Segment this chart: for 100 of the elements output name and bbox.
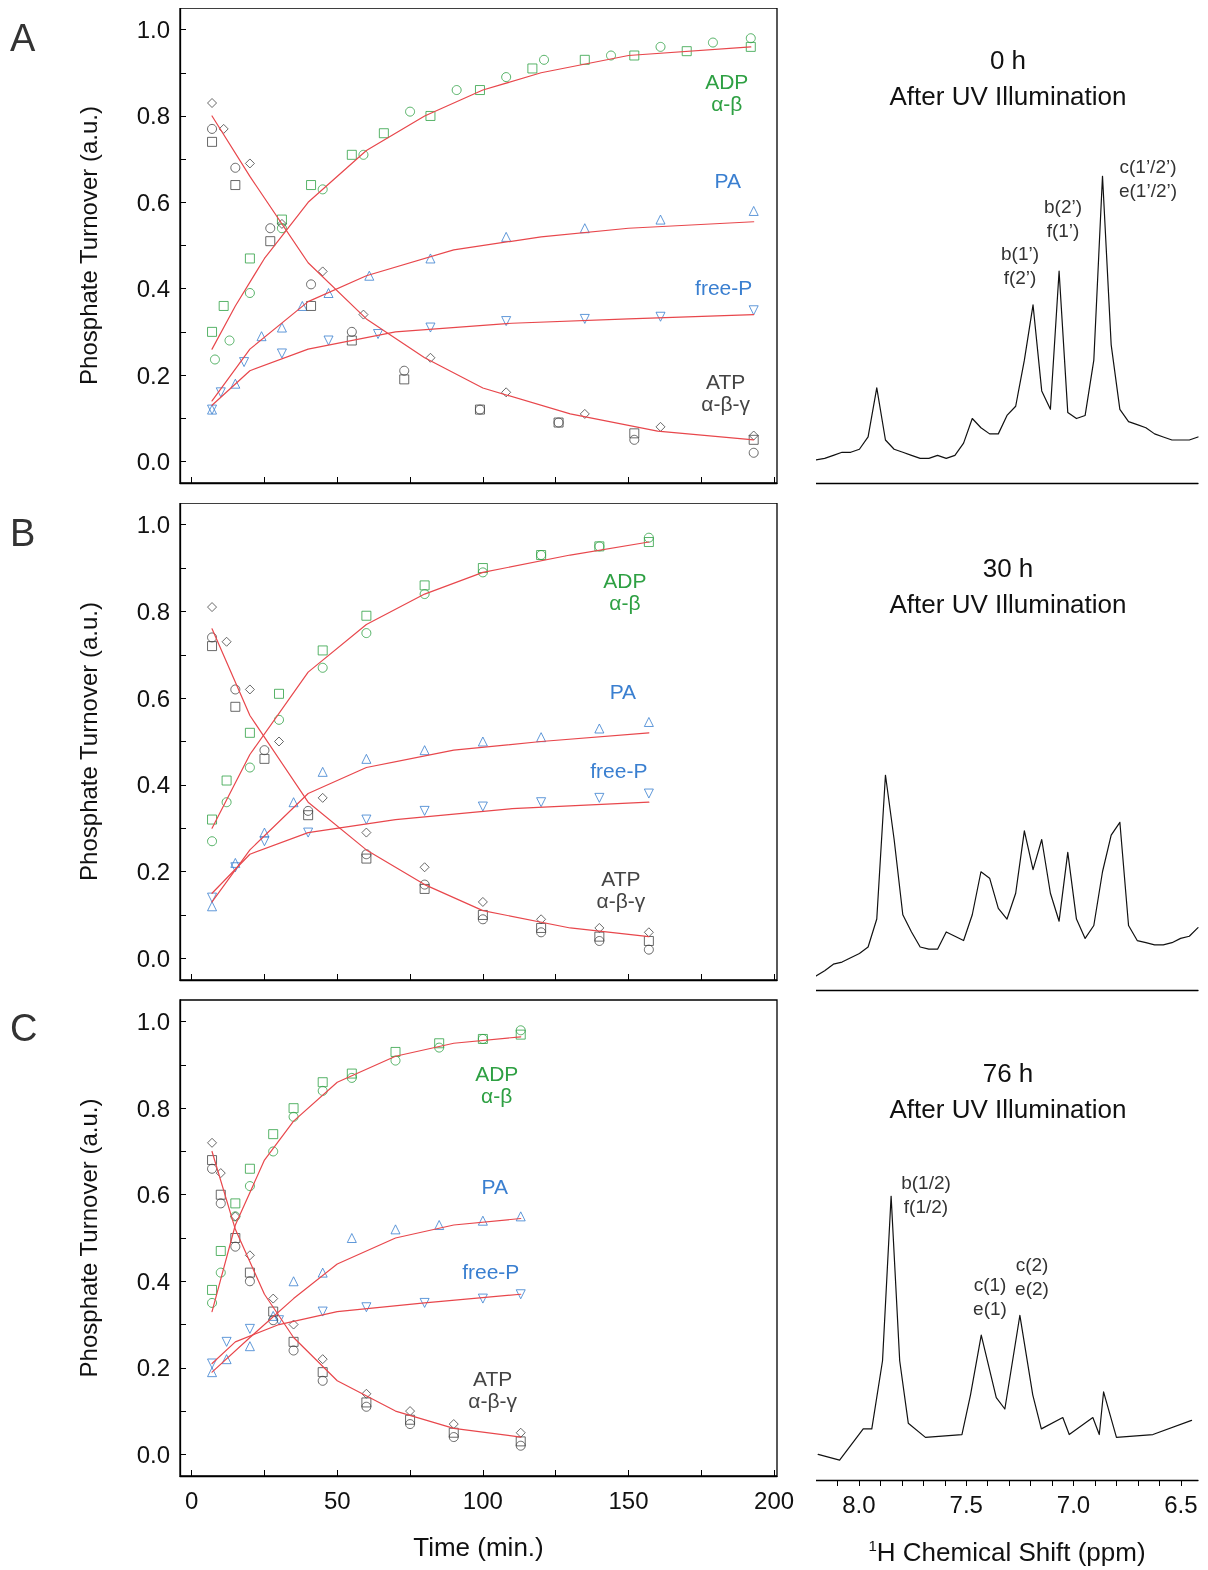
point <box>230 162 241 173</box>
point <box>358 149 369 160</box>
point <box>317 1375 328 1386</box>
point <box>274 688 285 699</box>
y-tick-label: 0.6 <box>136 1181 170 1209</box>
point <box>207 1155 218 1166</box>
point <box>536 922 547 933</box>
point <box>399 374 410 385</box>
point <box>361 628 372 639</box>
y-tick-label: 1.0 <box>136 511 170 539</box>
point <box>655 214 666 225</box>
series-label: free-P <box>695 275 753 299</box>
point <box>256 331 267 342</box>
annotation: c(2) e(2) <box>1015 1253 1049 1299</box>
point <box>297 300 308 311</box>
x-tick-label: 50 <box>323 1486 351 1514</box>
point <box>594 723 605 734</box>
point <box>390 1046 401 1057</box>
point <box>317 645 328 656</box>
point <box>748 447 759 458</box>
series-label: PA <box>481 1174 508 1198</box>
point <box>221 1336 232 1347</box>
point <box>303 827 314 838</box>
y-tick-label: 1.0 <box>136 1008 170 1036</box>
point <box>346 335 357 346</box>
point <box>221 775 232 786</box>
point <box>207 123 218 134</box>
point <box>303 805 314 816</box>
point <box>265 223 276 234</box>
point <box>477 909 488 920</box>
y-tick-label: 0.0 <box>136 447 170 475</box>
point <box>323 288 334 298</box>
point <box>434 1038 445 1049</box>
point <box>361 1302 372 1313</box>
point <box>244 1163 255 1174</box>
chart-title: 76 h After UV Illumination <box>889 1058 1127 1124</box>
point <box>501 231 512 242</box>
annotation: c(1) e(1) <box>973 1273 1007 1319</box>
x-tick-label: 7.0 <box>1056 1490 1091 1518</box>
point <box>268 1310 279 1321</box>
point <box>515 1029 526 1040</box>
point <box>390 1055 401 1066</box>
point <box>306 300 317 311</box>
point <box>346 1072 357 1083</box>
point <box>215 1245 226 1256</box>
text: C <box>10 1007 38 1049</box>
series-label: ATP α-β-γ <box>596 866 646 912</box>
point <box>244 1267 255 1278</box>
point <box>606 50 616 61</box>
point <box>259 827 270 838</box>
series-label: ADP α-β <box>475 1061 519 1107</box>
point <box>378 128 389 139</box>
point <box>748 205 759 216</box>
point <box>346 1233 357 1243</box>
point <box>448 1427 459 1438</box>
point <box>405 1414 416 1425</box>
point <box>207 1297 218 1308</box>
point <box>244 288 255 298</box>
point <box>515 1025 526 1036</box>
point <box>707 37 718 48</box>
point <box>390 1224 401 1235</box>
point <box>361 1397 372 1408</box>
series-label: PA <box>714 169 741 193</box>
x-tick-label: 100 <box>462 1486 503 1514</box>
point <box>451 85 462 96</box>
point <box>207 892 218 903</box>
point <box>405 1419 416 1430</box>
point <box>207 632 218 643</box>
point <box>425 322 436 333</box>
point <box>215 1267 226 1278</box>
point <box>207 1367 218 1378</box>
y-axis-title: Phosphate Turnover (a.u.) <box>74 106 102 385</box>
point <box>527 63 538 74</box>
point <box>579 54 590 65</box>
point <box>643 537 654 548</box>
x-tick-label: 150 <box>608 1486 649 1514</box>
point <box>244 762 255 773</box>
point <box>361 853 372 864</box>
point <box>361 814 372 825</box>
point <box>748 305 759 316</box>
chart-title: 0 h After UV Illumination <box>889 45 1127 111</box>
point <box>477 914 488 925</box>
point <box>579 313 590 324</box>
y-tick-label: 0.6 <box>136 188 170 216</box>
point <box>317 662 328 673</box>
point <box>629 428 640 439</box>
point <box>361 753 372 764</box>
y-tick-label: 0.8 <box>136 102 170 130</box>
y-tick-label: 0.2 <box>136 1354 170 1382</box>
point <box>346 326 357 337</box>
point <box>207 1358 218 1369</box>
point <box>317 1306 328 1317</box>
point <box>539 54 550 65</box>
point <box>244 1181 255 1192</box>
point <box>579 223 590 234</box>
point <box>306 279 317 290</box>
point <box>434 1042 445 1053</box>
point <box>276 348 287 359</box>
point <box>448 1432 459 1443</box>
x-axis-title: Time (min.) <box>413 1532 544 1562</box>
